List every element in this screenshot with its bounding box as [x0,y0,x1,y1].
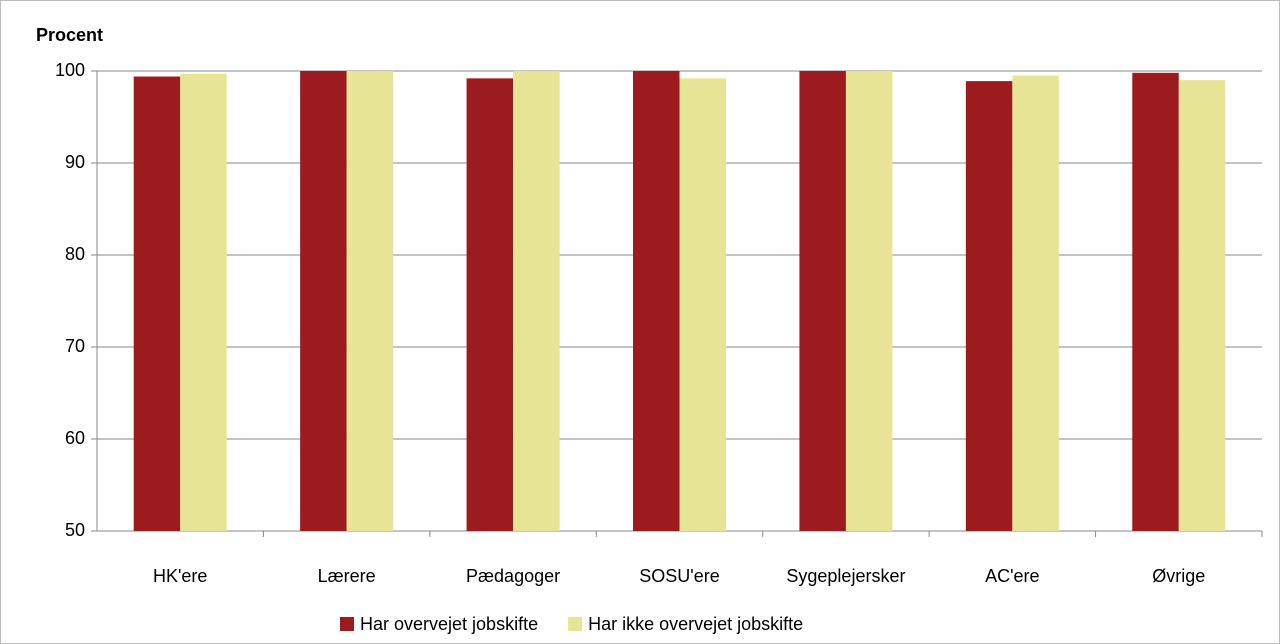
x-tick-label: AC'ere [985,566,1039,586]
bar [1012,75,1059,531]
bar [300,71,347,531]
bar [180,73,227,531]
y-tick-label: 50 [65,520,85,540]
bar [466,78,514,532]
x-tick-label: Sygeplejersker [786,566,905,586]
bar [513,71,560,531]
legend-label: Har ikke overvejet jobskifte [588,614,803,634]
y-tick-label: 60 [65,428,85,448]
bar [1178,80,1226,531]
y-axis-label: Procent [36,25,103,45]
y-tick-label: 100 [55,60,85,80]
x-tick-label: Lærere [318,566,376,586]
x-tick-label: Pædagoger [466,566,560,586]
y-tick-label: 80 [65,244,85,264]
bar [965,81,1013,532]
legend-swatch [568,617,583,631]
legend-swatch [340,617,354,631]
bar [346,71,394,531]
x-tick-label: HK'ere [153,566,207,586]
y-tick-label: 70 [65,336,85,356]
legend-label: Har overvejet jobskifte [360,614,538,634]
bar [633,71,680,531]
bar [799,71,846,531]
bar [679,78,726,532]
y-tick-label: 90 [65,152,85,172]
x-tick-label: SOSU'ere [639,566,719,586]
x-tick-label: Øvrige [1152,566,1205,586]
bar [845,71,893,531]
bar [133,76,181,532]
bar [1132,72,1179,531]
